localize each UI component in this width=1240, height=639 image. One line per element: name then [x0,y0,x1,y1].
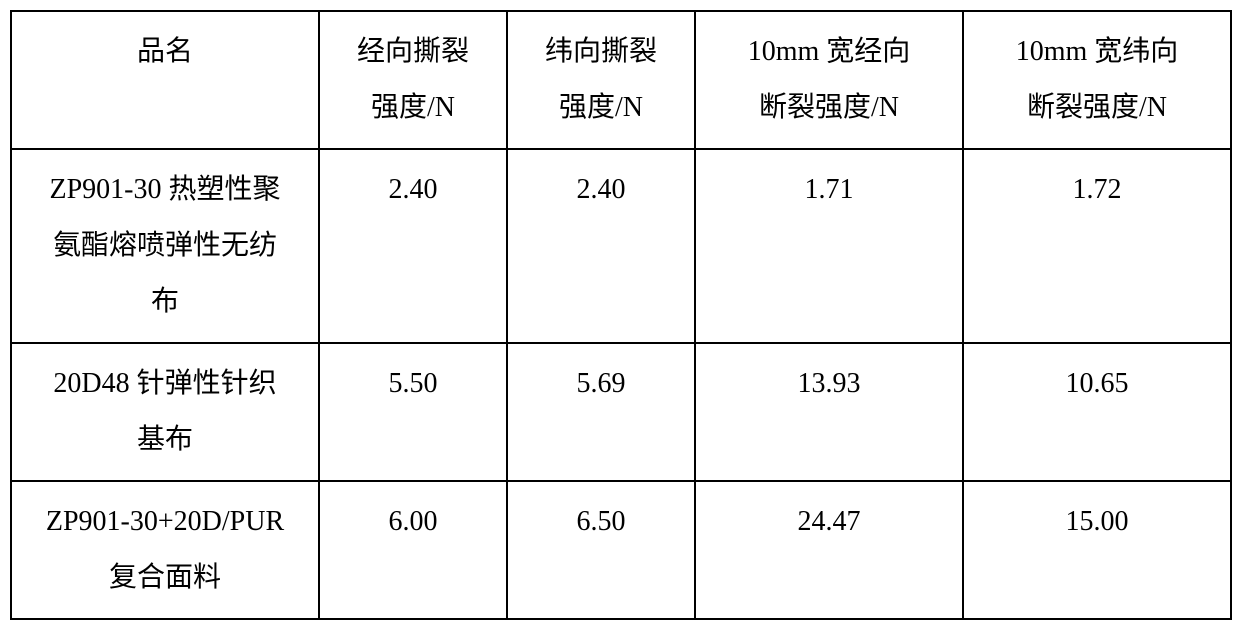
table-row: ZP901-30 热塑性聚氨酯熔喷弹性无纺布 2.40 2.40 1.71 1.… [11,149,1231,343]
table-header-row: 品名 经向撕裂强度/N 纬向撕裂强度/N 10mm 宽经向断裂强度/N 10mm… [11,11,1231,149]
table-row: 20D48 针弹性针织基布 5.50 5.69 13.93 10.65 [11,343,1231,481]
cell-value: 2.40 [319,149,507,343]
header-warp-tear-strength: 经向撕裂强度/N [319,11,507,149]
table-row: ZP901-30+20D/PUR复合面料 6.00 6.50 24.47 15.… [11,481,1231,619]
header-weft-tear-strength: 纬向撕裂强度/N [507,11,695,149]
row-name: ZP901-30+20D/PUR复合面料 [11,481,319,619]
cell-value: 6.50 [507,481,695,619]
cell-value: 24.47 [695,481,963,619]
cell-value: 2.40 [507,149,695,343]
cell-value: 1.71 [695,149,963,343]
cell-value: 6.00 [319,481,507,619]
header-product-name: 品名 [11,11,319,149]
data-table: 品名 经向撕裂强度/N 纬向撕裂强度/N 10mm 宽经向断裂强度/N 10mm… [10,10,1232,620]
cell-value: 5.50 [319,343,507,481]
cell-value: 5.69 [507,343,695,481]
cell-value: 10.65 [963,343,1231,481]
row-name: ZP901-30 热塑性聚氨酯熔喷弹性无纺布 [11,149,319,343]
header-weft-break-strength: 10mm 宽纬向断裂强度/N [963,11,1231,149]
cell-value: 15.00 [963,481,1231,619]
row-name: 20D48 针弹性针织基布 [11,343,319,481]
cell-value: 1.72 [963,149,1231,343]
cell-value: 13.93 [695,343,963,481]
header-warp-break-strength: 10mm 宽经向断裂强度/N [695,11,963,149]
